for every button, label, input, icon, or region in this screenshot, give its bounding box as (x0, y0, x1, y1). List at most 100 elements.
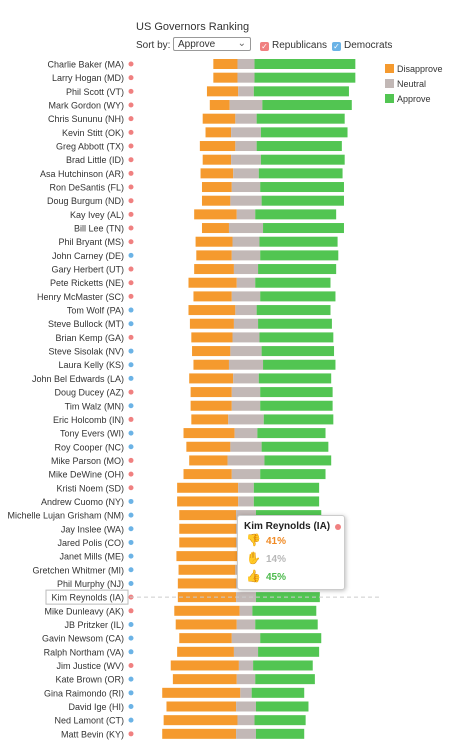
bar-approve (254, 59, 356, 69)
bar-neutral (238, 482, 254, 493)
bar-neutral (236, 674, 256, 685)
governor-label: Andrew Cuomo (NY) (41, 497, 124, 507)
legend-label: Disapprove (397, 64, 443, 74)
bar-approve (259, 332, 334, 343)
bar-neutral (235, 141, 257, 152)
bar-neutral (231, 387, 261, 398)
bar-neutral (233, 646, 259, 657)
republicans-filter-checkbox[interactable]: ✓ Republicans (260, 40, 327, 51)
bar-approve (256, 141, 342, 152)
bar-disapprove (179, 537, 237, 548)
party-dot (128, 471, 134, 477)
hover-highlight-box (45, 589, 129, 605)
bar-disapprove (190, 400, 232, 411)
bar-approve (259, 236, 338, 247)
legend-item-disapprove[interactable]: Disapprove (385, 62, 443, 77)
party-dot (128, 88, 134, 94)
bar-approve (258, 373, 332, 384)
bar-disapprove (188, 305, 236, 316)
bar-neutral (230, 441, 262, 452)
chevron-down-icon: ⌄ (237, 38, 246, 49)
party-dot (128, 676, 134, 682)
party-dot (128, 75, 134, 81)
bar-neutral (237, 72, 255, 83)
sort-select[interactable]: Approve ⌄ (173, 37, 251, 51)
bar-neutral (238, 660, 254, 671)
bar-disapprove (183, 469, 232, 480)
bar-disapprove (209, 100, 230, 111)
legend-item-approve[interactable]: Approve (385, 92, 443, 107)
bar-disapprove (205, 127, 232, 138)
bar-neutral (227, 455, 265, 466)
bar-disapprove (201, 182, 232, 193)
bar-disapprove (163, 715, 238, 726)
tooltip-neutral: ✋ 14% (246, 550, 286, 566)
bar-approve (255, 728, 305, 739)
party-dot (128, 321, 134, 327)
bar-neutral (236, 619, 256, 630)
governor-label: Laura Kelly (KS) (58, 360, 124, 370)
governor-label: David Ige (HI) (68, 702, 124, 712)
democrats-filter-checkbox[interactable]: ✓ Democrats (332, 40, 392, 51)
bar-disapprove (194, 209, 237, 220)
bar-disapprove (202, 154, 232, 165)
party-dot (128, 129, 134, 135)
governor-label: Doug Ducey (AZ) (54, 388, 124, 398)
tooltip-approve-value: 45% (266, 572, 287, 583)
party-dot (128, 375, 134, 381)
party-dot (128, 553, 134, 559)
bar-neutral (235, 113, 257, 124)
bar-approve (260, 633, 322, 644)
governor-label: Matt Bevin (KY) (61, 729, 124, 739)
bar-neutral (236, 701, 256, 712)
party-dot (128, 198, 134, 204)
bar-disapprove (177, 482, 239, 493)
governor-label: John Bel Edwards (LA) (32, 374, 124, 384)
party-dot (128, 567, 134, 573)
bar-disapprove (179, 510, 237, 521)
bar-approve (257, 428, 326, 439)
party-dot (128, 731, 134, 737)
governor-label: Jared Polis (CO) (57, 538, 124, 548)
bar-neutral (233, 264, 259, 275)
legend: Disapprove Neutral Approve (385, 62, 443, 107)
bar-approve (260, 469, 326, 480)
bar-neutral (236, 277, 256, 288)
party-dot (128, 389, 134, 395)
governor-label: Janet Mills (ME) (59, 552, 124, 562)
bar-approve (260, 182, 344, 193)
thumbs-down-icon: 👎 (246, 533, 261, 547)
party-dot (128, 334, 134, 340)
party-dot (128, 403, 134, 409)
bar-approve (260, 154, 345, 165)
bar-disapprove (189, 318, 234, 329)
bar-neutral (235, 305, 257, 316)
governor-label: Chris Sununu (NH) (48, 114, 124, 124)
party-dot (128, 280, 134, 286)
bar-neutral (240, 687, 252, 698)
governor-label: JB Pritzker (IL) (64, 620, 124, 630)
bar-disapprove (183, 428, 235, 439)
party-dot (128, 61, 134, 67)
party-dot (128, 498, 134, 504)
bar-disapprove (162, 687, 241, 698)
chart-title: US Governors Ranking (136, 21, 250, 33)
party-dot (128, 430, 134, 436)
hand-neutral-icon: ✋ (246, 551, 261, 565)
governor-label: Steve Sisolak (NV) (48, 347, 124, 357)
party-dot (128, 266, 134, 272)
bar-neutral (230, 195, 262, 206)
party-dot (128, 116, 134, 122)
party-dot (128, 416, 134, 422)
bar-disapprove (188, 277, 237, 288)
thumbs-up-icon: 👍 (246, 569, 261, 583)
bar-disapprove (202, 113, 236, 124)
sort-label: Sort by: (136, 40, 171, 51)
legend-item-neutral[interactable]: Neutral (385, 77, 443, 92)
bar-disapprove (170, 660, 239, 671)
bar-neutral (233, 168, 259, 179)
sort-select-value: Approve (178, 39, 216, 50)
governor-label: Phil Scott (VT) (66, 87, 124, 97)
bar-approve (262, 100, 352, 111)
bar-approve (264, 455, 332, 466)
